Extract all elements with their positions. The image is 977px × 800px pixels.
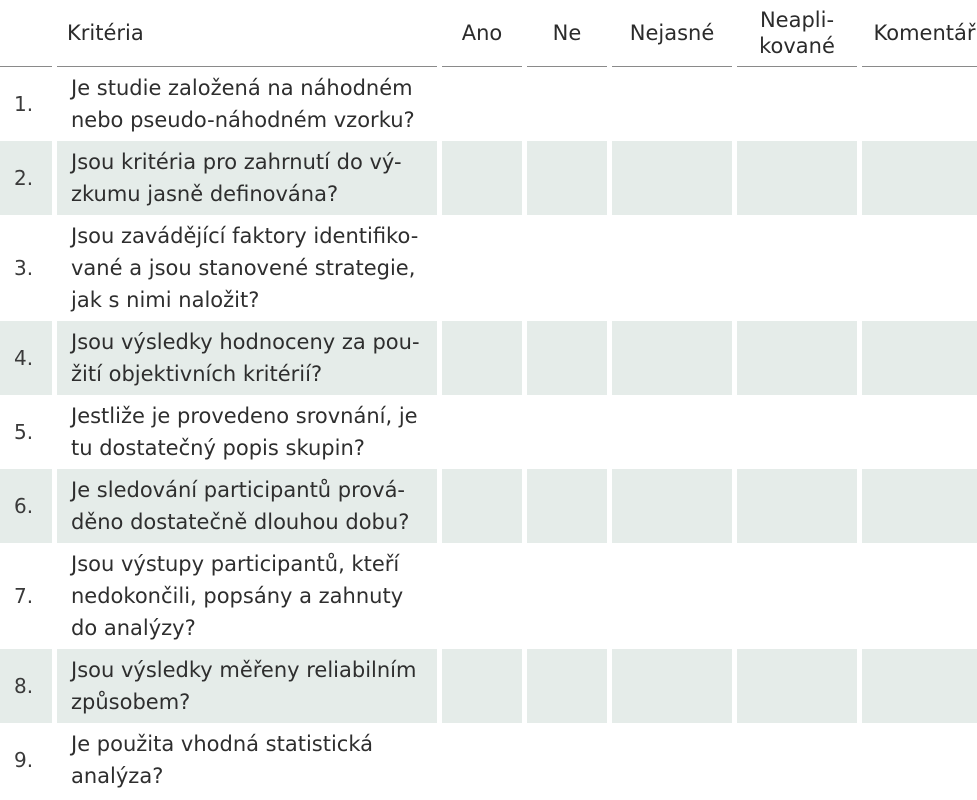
no-cell[interactable] [527,321,607,395]
yes-cell[interactable] [442,215,522,321]
criterion-line: Jsou zavádějící faktory identifiko- [71,224,419,248]
comment-cell[interactable] [862,141,977,215]
comment-cell[interactable] [862,67,977,141]
criterion-text: Je studie založená na náhodném nebo pseud… [57,67,437,141]
no-cell[interactable] [527,649,607,723]
row-number: 4. [0,321,52,395]
criterion-line: Jsou kritéria pro zahrnutí do vý- [71,150,402,174]
not-applicable-cell[interactable] [737,141,857,215]
row-number: 8. [0,649,52,723]
criterion-line: vané a jsou stanovené strategie, [71,256,416,280]
criterion-text: Jsou zavádějící faktory identifiko-vané … [57,215,437,321]
criterion-line: jak s nimi naložit? [71,288,260,312]
comment-cell[interactable] [862,543,977,649]
comment-cell[interactable] [862,321,977,395]
not-applicable-cell[interactable] [737,321,857,395]
criterion-text: Jestliže je provedeno srovnání, je tu dos… [57,395,437,469]
row-number: 3. [14,256,34,280]
unclear-cell[interactable] [612,67,732,141]
unclear-cell[interactable] [612,321,732,395]
not-applicable-cell[interactable] [737,543,857,649]
unclear-cell[interactable] [612,395,732,469]
row-number: 5. [14,420,34,444]
header-number-column [0,0,52,67]
header-not-applicable: Neapli- kované [737,0,857,67]
criterion-line: Jestliže je provedeno srovnání, je [71,404,418,428]
unclear-cell[interactable] [612,469,732,543]
not-applicable-cell[interactable] [737,469,857,543]
no-cell[interactable] [527,469,607,543]
yes-cell[interactable] [442,649,522,723]
criterion-text: Jsou výsledky měřeny reliabilním způsobem… [57,649,437,723]
yes-cell[interactable] [442,395,522,469]
criterion-text: Je sledování participantů prová-děno dos… [57,469,437,543]
header-yes: Ano [442,0,522,67]
not-applicable-cell[interactable] [737,215,857,321]
yes-cell[interactable] [442,321,522,395]
not-applicable-cell[interactable] [737,649,857,723]
unclear-cell[interactable] [612,649,732,723]
criterion-line: Je sledování participantů prová- [71,478,406,502]
yes-cell[interactable] [442,141,522,215]
yes-cell[interactable] [442,723,522,797]
header-no: Ne [527,0,607,67]
no-cell[interactable] [527,141,607,215]
comment-cell[interactable] [862,723,977,797]
no-cell[interactable] [527,395,607,469]
yes-cell[interactable] [442,543,522,649]
criterion-line: děno dostatečně dlouhou dobu? [71,510,410,534]
header-criteria: Kritéria [57,0,437,67]
criterion-line: Jsou výstupy participantů, kteří [71,552,400,576]
comment-cell[interactable] [862,215,977,321]
criterion-text: Je použita vhodná statistická analýza? [57,723,437,797]
header-comment: Komentář [862,0,977,67]
comment-cell[interactable] [862,649,977,723]
not-applicable-cell[interactable] [737,67,857,141]
comment-cell[interactable] [862,395,977,469]
unclear-cell[interactable] [612,723,732,797]
header-na-line1: Neapli- [759,8,835,32]
unclear-cell[interactable] [612,543,732,649]
not-applicable-cell[interactable] [737,395,857,469]
row-number: 6. [0,469,52,543]
criterion-line: zkumu jasně definována? [71,182,339,206]
criterion-line: Jsou výsledky hodnoceny za pou- [71,330,420,354]
row-number: 2. [0,141,52,215]
yes-cell[interactable] [442,67,522,141]
criterion-line: do analýzy? [71,616,196,640]
unclear-cell[interactable] [612,215,732,321]
no-cell[interactable] [527,723,607,797]
criterion-line: způsobem? [71,690,191,714]
criterion-line: nebo pseudo-náhodném vzorku? [71,108,415,132]
criterion-text: Jsou výsledky hodnoceny za pou-žití obje… [57,321,437,395]
criterion-line: Jsou výsledky měřeny reliabilním [71,658,417,682]
yes-cell[interactable] [442,469,522,543]
criterion-text: Jsou výstupy participantů, kteří nedokonč… [57,543,437,649]
row-number: 9. [14,748,34,772]
header-unclear: Nejasné [612,0,732,67]
not-applicable-cell[interactable] [737,723,857,797]
comment-cell[interactable] [862,469,977,543]
row-number: 1. [14,92,34,116]
criterion-line: nedokončili, popsány a zahnuty [71,584,404,608]
criterion-line: žití objektivních kritérií? [71,362,323,386]
no-cell[interactable] [527,67,607,141]
no-cell[interactable] [527,543,607,649]
no-cell[interactable] [527,215,607,321]
criterion-line: tu dostatečný popis skupin? [71,436,365,460]
criterion-text: Jsou kritéria pro zahrnutí do vý-zkumu j… [57,141,437,215]
criterion-line: analýza? [71,764,164,788]
unclear-cell[interactable] [612,141,732,215]
criterion-line: Je použita vhodná statistická [71,732,374,756]
row-number: 7. [14,584,34,608]
header-na-line2: kované [759,34,835,58]
criterion-line: Je studie založená na náhodném [71,76,413,100]
